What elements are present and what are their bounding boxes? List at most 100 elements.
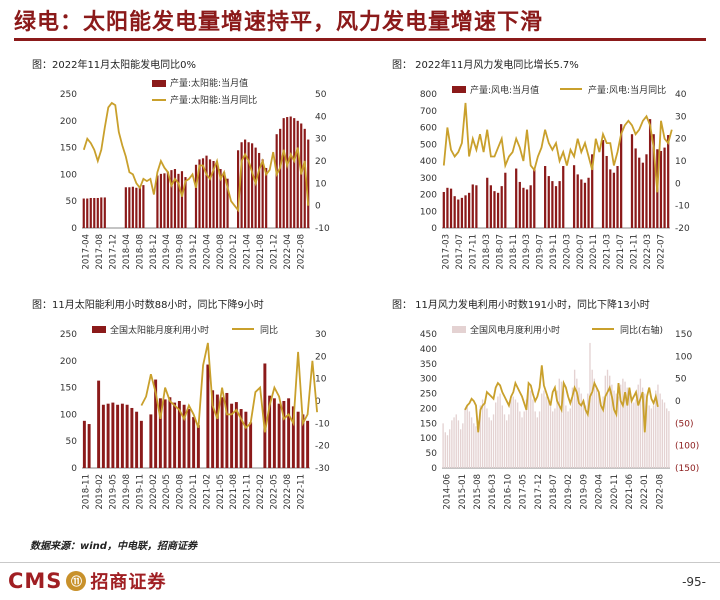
right-tick-label: (150) [675, 464, 699, 474]
chart-bar [230, 403, 234, 468]
chart-bar [166, 171, 170, 228]
chart-bar [234, 402, 238, 468]
chart-bar [617, 396, 620, 468]
x-tick-label: 2016-03 [488, 474, 498, 510]
chart-bar [471, 184, 474, 228]
chart-bar [536, 417, 539, 468]
x-tick-label: 2019-11 [135, 474, 145, 510]
chart-bar [582, 399, 585, 468]
x-tick-label: 2018-11 [509, 234, 519, 270]
right-tick-label: 50 [675, 375, 687, 385]
chart-bar [572, 165, 576, 228]
chart-bar [475, 426, 477, 468]
right-tick-label: 30 [315, 330, 327, 340]
chart-bar [96, 197, 99, 228]
chart-bar [641, 162, 644, 228]
chart-bar [468, 411, 471, 468]
chart-bar [282, 401, 286, 468]
right-tick-label: 30 [315, 135, 327, 145]
right-tick-label: -10 [315, 224, 330, 234]
chart-bar [565, 405, 567, 468]
right-tick-label: 0 [315, 202, 321, 212]
chart-bar [652, 405, 655, 468]
chart-bar [558, 378, 560, 468]
chart-bar [240, 142, 243, 228]
chart-bar [637, 384, 639, 468]
chart-bar [170, 170, 173, 228]
chart-bar [598, 393, 600, 468]
left-tick-label: 300 [420, 174, 437, 184]
x-tick-label: 2017-07 [455, 234, 465, 270]
x-tick-label: 2021-11 [629, 234, 639, 270]
chart-bar [515, 168, 518, 228]
chart-bar [558, 181, 561, 228]
chart-bar [306, 420, 310, 468]
chart-bar [225, 392, 229, 468]
chart-bar [493, 191, 496, 228]
chart-bar [446, 187, 449, 228]
x-tick-label: 2022-08 [296, 234, 306, 270]
chart-bar [612, 172, 616, 228]
chart-bar [496, 192, 500, 228]
x-tick-label: 2018-07 [495, 234, 505, 270]
chart-bar [639, 378, 642, 468]
chart-bar [547, 176, 550, 228]
chart-bar [619, 384, 622, 468]
page-number: -95- [682, 575, 706, 589]
chart-bar [534, 411, 536, 468]
chart-bar [168, 397, 172, 468]
x-tick-label: 2019-07 [536, 234, 546, 270]
chart-bar [457, 420, 460, 468]
right-tick-label: 0 [675, 397, 681, 407]
left-tick-label: 0 [71, 224, 77, 234]
chart-bar [530, 390, 532, 468]
chart-bar [459, 429, 462, 468]
chart-bar [573, 369, 576, 468]
chart-bar [554, 186, 558, 228]
chart-bar [198, 159, 201, 228]
chart-bar [163, 399, 167, 468]
x-tick-label: 2020-07 [576, 234, 586, 270]
chart-bar [591, 154, 594, 228]
chart-bar [128, 187, 131, 228]
left-tick-label: 50 [426, 449, 438, 459]
chart-bar [532, 399, 534, 468]
chart-bar [303, 128, 306, 228]
chart-bar [173, 169, 177, 228]
chart-bar [156, 175, 159, 228]
x-tick-label: 2021-08 [256, 234, 266, 270]
right-tick-label: -30 [315, 464, 330, 474]
chart-bar [633, 402, 635, 468]
chart-bar [589, 342, 591, 468]
chart-bar [659, 150, 663, 228]
chart-bar [657, 384, 659, 468]
chart-bar [265, 167, 268, 228]
chart-bar [630, 134, 634, 228]
right-tick-label: -20 [315, 442, 330, 452]
x-tick-label: 2019-02 [564, 474, 574, 510]
left-tick-label: 100 [60, 170, 77, 180]
chart-bar [638, 157, 641, 228]
x-tick-label: 2019-12 [189, 234, 199, 270]
title-underline [14, 38, 706, 41]
chart-bar [634, 148, 637, 228]
x-tick-label: 2019-11 [549, 234, 559, 270]
x-tick-label: 2021-06 [625, 474, 635, 510]
x-tick-label: 2021-08 [229, 474, 239, 510]
chart-bar [604, 375, 607, 468]
chart-bar [82, 198, 85, 228]
chart-bar [449, 188, 453, 228]
chart-bar [453, 417, 455, 468]
chart-bar [549, 405, 552, 468]
chart-bar [521, 417, 523, 468]
left-tick-label: 0 [71, 464, 77, 474]
chart-bar [220, 397, 224, 468]
chart-bar [442, 191, 445, 228]
chart-bar [286, 117, 289, 228]
chart-bar [486, 177, 489, 228]
chart-bar [158, 398, 162, 468]
chart-bar [192, 417, 196, 468]
chart-title: 图：2022年11月太阳能发电同比0% [32, 60, 197, 71]
chart-bar [194, 164, 198, 228]
